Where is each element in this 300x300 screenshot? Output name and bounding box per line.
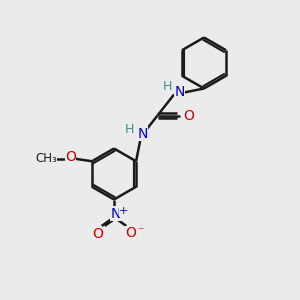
- Text: N: N: [174, 85, 184, 99]
- Text: O: O: [65, 150, 76, 164]
- Text: N: N: [137, 127, 148, 140]
- Text: N: N: [110, 207, 121, 220]
- Text: O: O: [125, 226, 136, 240]
- Text: O: O: [183, 109, 194, 122]
- Text: O: O: [93, 227, 104, 241]
- Text: CH₃: CH₃: [35, 152, 57, 165]
- Text: H: H: [125, 123, 134, 136]
- Text: ⁻: ⁻: [137, 225, 143, 239]
- Text: +: +: [119, 206, 128, 217]
- Text: H: H: [163, 80, 172, 94]
